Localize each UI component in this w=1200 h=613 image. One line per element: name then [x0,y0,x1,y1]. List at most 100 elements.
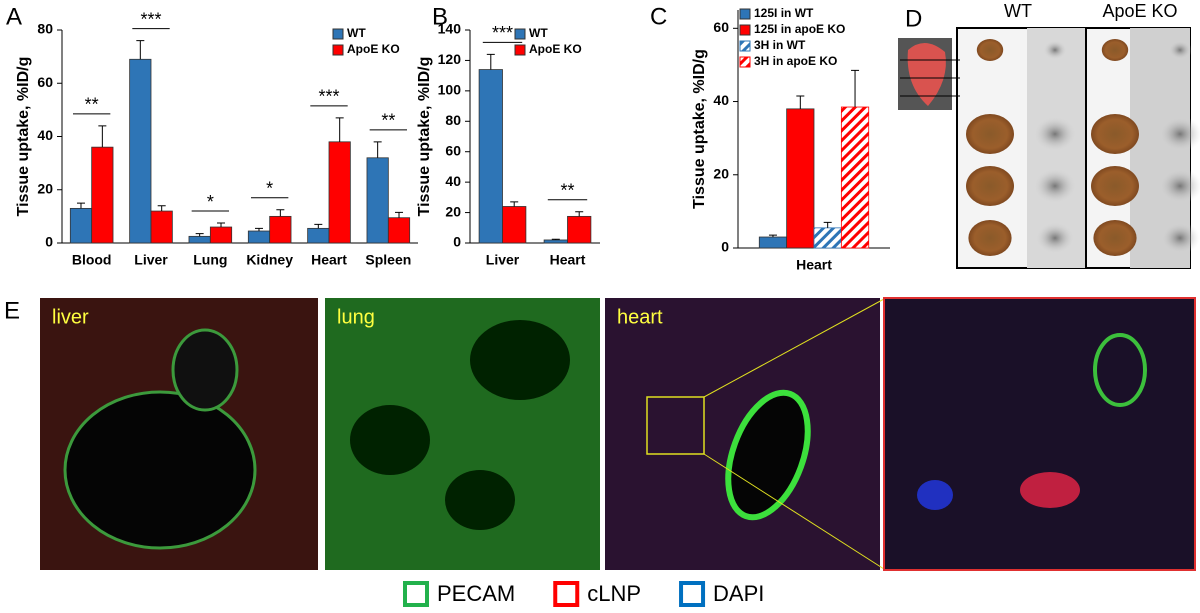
bar [91,146,114,244]
legend-swatch [332,44,344,56]
bar [307,227,330,244]
significance: ** [381,111,395,131]
y-tick-label: 40 [445,173,461,189]
y-axis-label: Tissue uptake, %ID/g [691,49,708,209]
error-bar [157,205,166,212]
legend-swatch [739,56,751,68]
alveolus [470,320,570,400]
legend-swatch [403,581,429,607]
error-bar [575,211,584,217]
image-label: lung [337,306,375,328]
heart-slice [1101,39,1129,61]
x-tick-label: Blood [72,252,112,268]
signal [1020,472,1080,508]
autoradiograph [1033,168,1077,204]
image-label: heart [617,306,663,328]
legend-swatch [553,581,580,607]
vessel [171,328,239,412]
legend-label: 125I in WT [754,6,814,20]
error-bar [486,53,495,70]
bar [129,58,152,244]
image-label: liver [52,306,89,328]
zoom-box [646,396,705,455]
legend-label: PECAM [437,581,515,606]
panel-label: B [432,3,448,30]
autoradiograph [1167,40,1193,60]
legend-swatch [739,24,751,36]
bar [786,108,815,249]
significance: ** [560,181,574,201]
x-tick-label: Kidney [246,252,293,268]
y-tick-label: 0 [45,234,53,250]
y-tick-label: 60 [445,142,461,158]
heart-slice [966,114,1014,154]
error-bar [276,209,285,217]
significance: *** [140,9,161,29]
legend-swatch [739,40,751,52]
heart-slice [1093,220,1137,256]
bar [758,236,788,249]
x-tick-label: Liver [486,252,520,268]
error-bar [314,223,323,229]
bar [150,210,173,244]
error-bar [98,125,107,148]
legend-swatch [514,28,526,40]
bar [328,141,351,244]
x-tick-label: Heart [796,257,832,273]
error-bar [395,211,404,218]
panel-label: D [905,5,922,32]
autoradiograph [1035,221,1075,255]
x-tick-label: Liver [134,252,168,268]
error-bar [551,238,560,240]
autoradiograph [1042,40,1068,60]
error-bar [373,141,382,158]
legend-label: DAPI [713,581,764,606]
y-tick-label: 20 [37,180,53,196]
zoom-line [703,298,885,398]
heart-slice [976,39,1004,61]
legend-label: 3H in apoE KO [754,54,837,68]
bar [387,217,411,244]
panel-d: D WT ApoE KO [898,1,1200,269]
y-tick-label: 60 [713,19,729,35]
micrograph-zoom [883,297,1196,571]
heart-slice [966,166,1014,206]
panel-label: A [6,3,22,30]
x-tick-label: Lung [193,252,227,268]
y-tick-label: 0 [721,239,729,255]
error-bar [195,233,204,237]
heart-slice [1091,114,1139,154]
error-bar [254,227,263,232]
legend-label: 3H in WT [754,38,806,52]
bar [502,206,527,244]
y-tick-label: 20 [445,203,461,219]
y-tick-label: 120 [438,51,462,67]
legend-swatch [332,28,344,40]
bar [188,235,211,244]
bar [543,239,568,244]
significance: *** [492,23,513,43]
autoradiograph [1160,221,1200,255]
bar [567,215,592,244]
error-bar [136,40,145,60]
heart-slice [1091,166,1139,206]
legend-swatch [739,8,751,20]
y-tick-label: 20 [713,165,729,181]
error-bar [851,69,860,108]
vessel [1093,333,1147,407]
y-tick-label: 40 [37,127,53,143]
error-bar [335,117,344,142]
bar [366,157,389,244]
legend-label: ApoE KO [529,42,582,56]
panel-label: E [4,297,20,324]
nucleus [917,480,953,510]
legend-swatch [679,581,706,607]
error-bar [76,202,85,209]
bar [840,106,870,249]
y-tick-label: 40 [713,92,729,108]
y-tick-label: 80 [37,21,53,37]
autoradiograph [1158,168,1200,204]
heart-slice [968,220,1012,256]
error-bar [217,222,226,228]
